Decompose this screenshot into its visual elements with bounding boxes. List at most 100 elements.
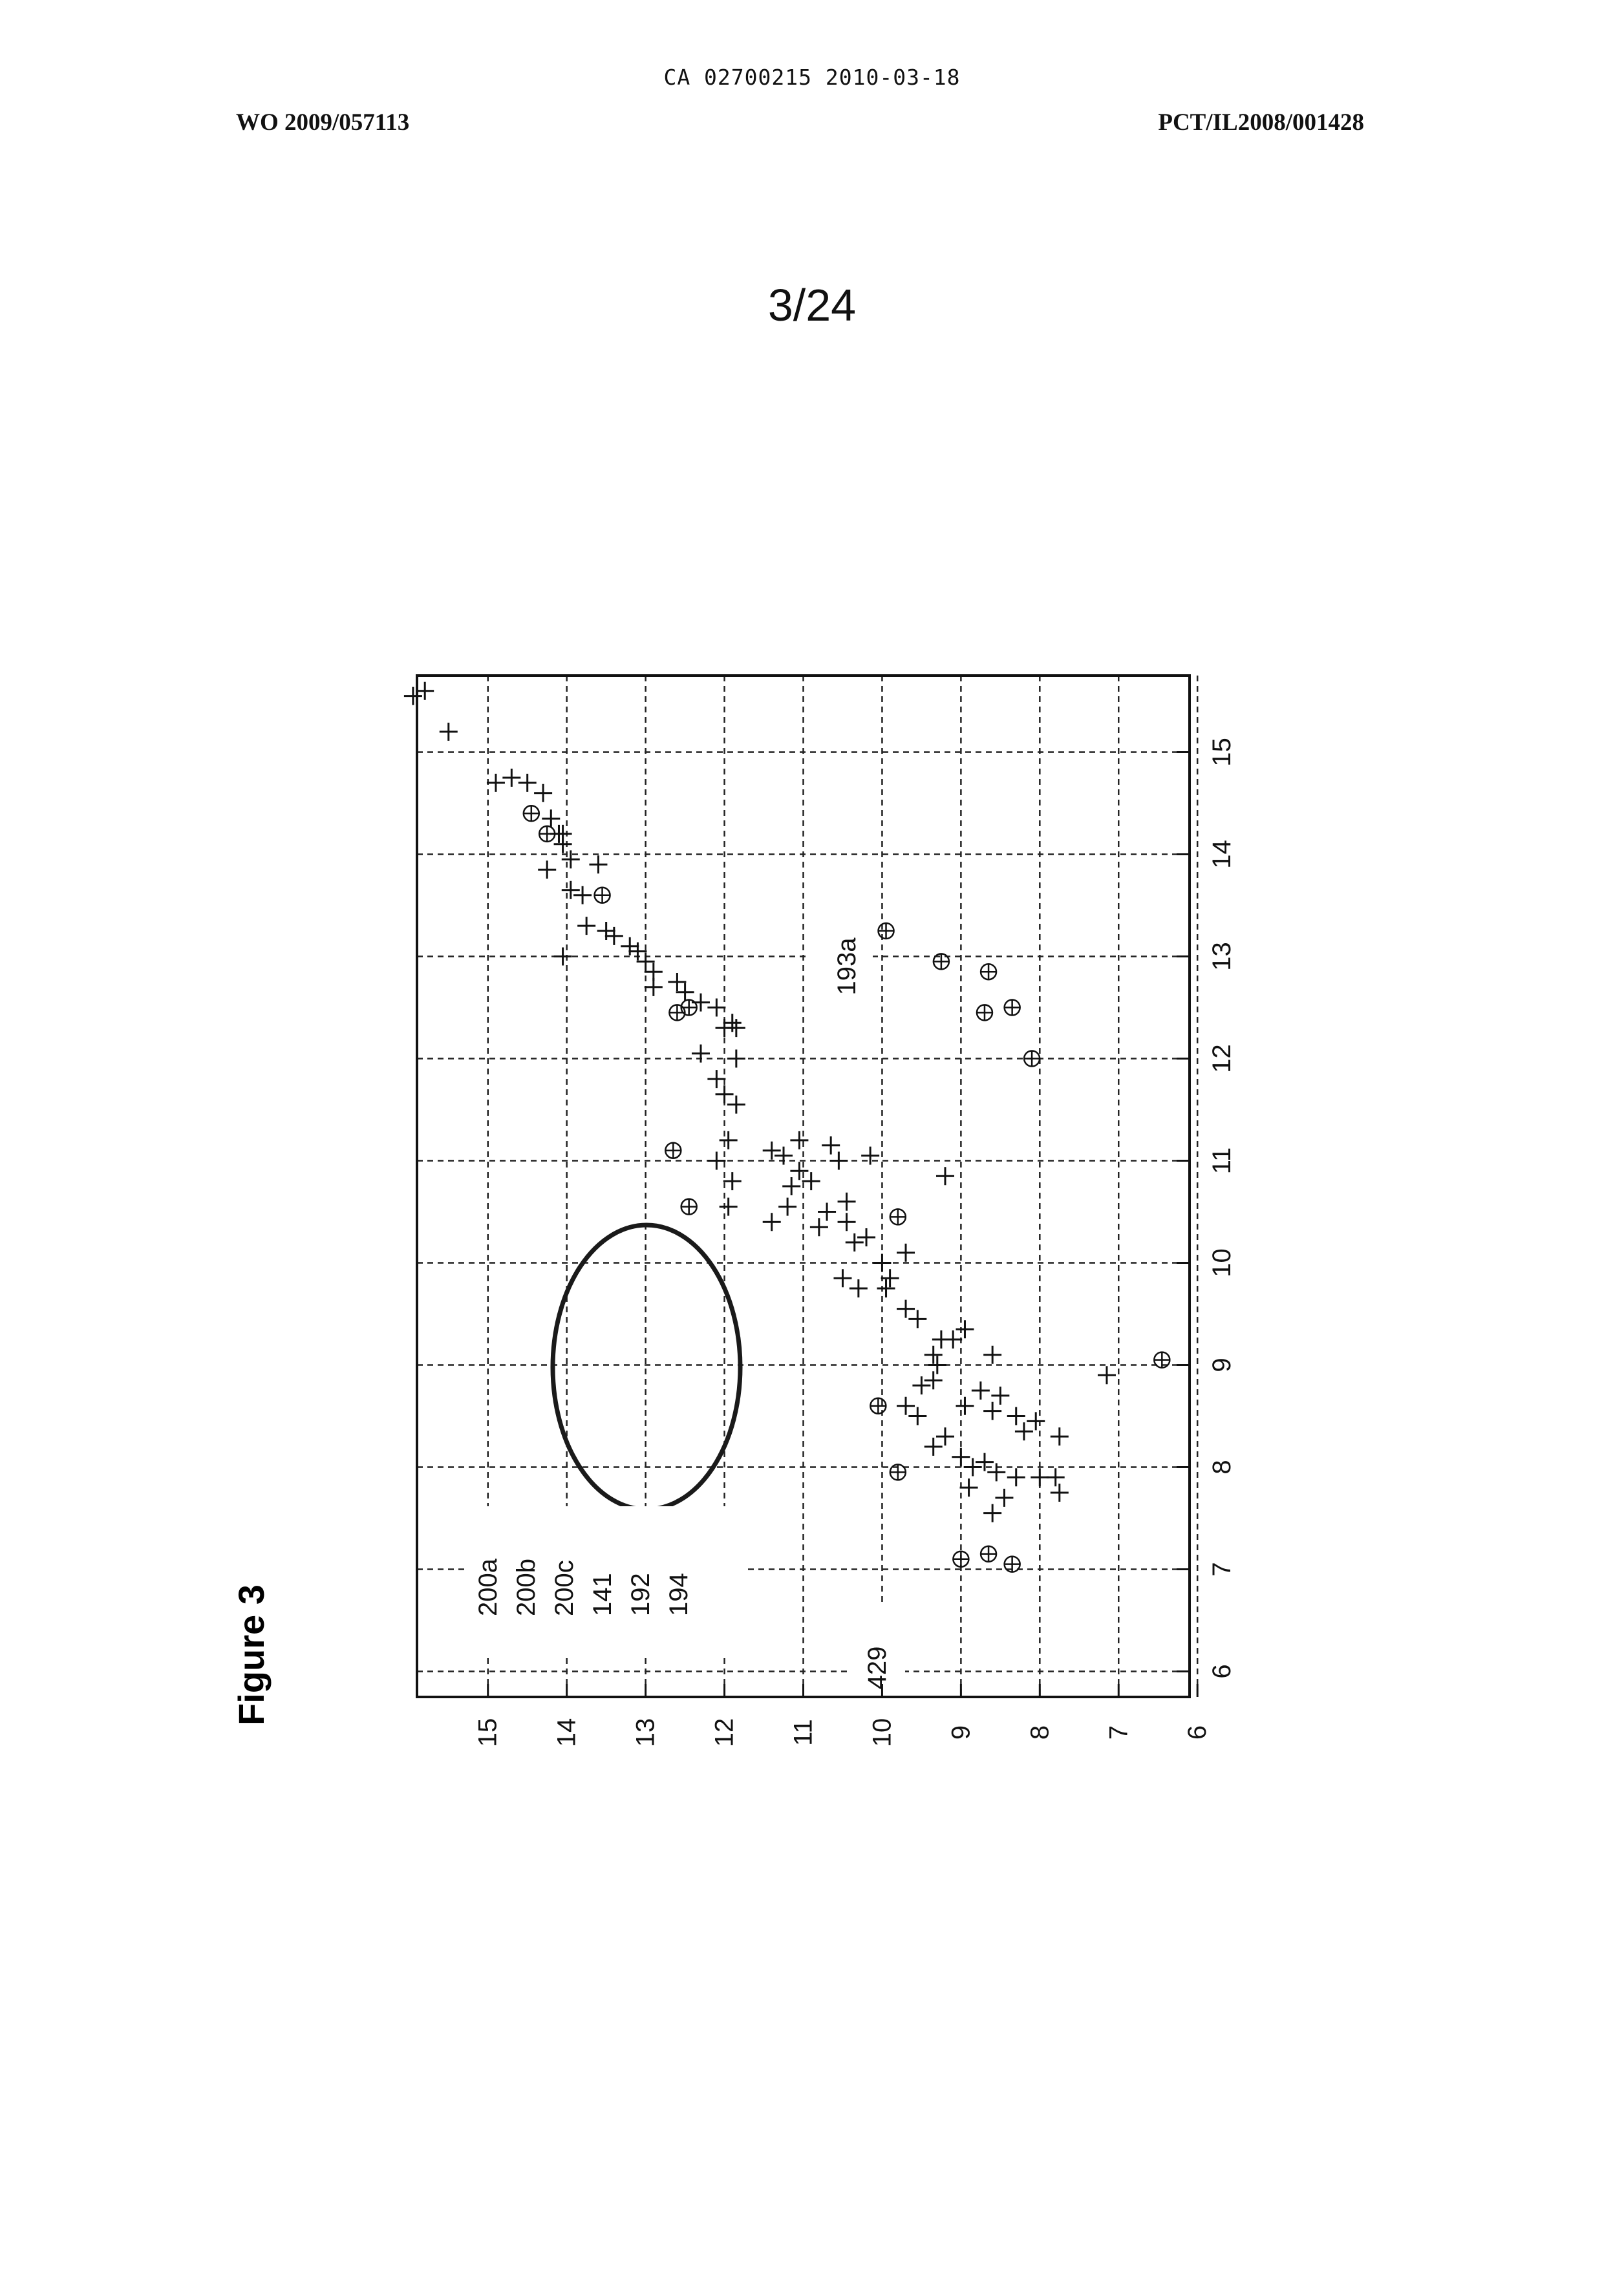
plus-marker [861, 1147, 879, 1165]
plus-marker [542, 809, 560, 827]
plus-marker [810, 1218, 828, 1236]
plus-marker [944, 1330, 962, 1349]
plus-marker [707, 1070, 725, 1088]
plus-marker [723, 1014, 742, 1032]
plus-marker [782, 1177, 800, 1195]
plus-marker [908, 1407, 926, 1425]
circle-plus-marker [1005, 1000, 1020, 1016]
plus-marker [983, 1402, 1001, 1420]
circle-plus-marker [539, 826, 555, 842]
plus-marker [924, 1346, 943, 1364]
plus-marker [1098, 1366, 1116, 1384]
circle-plus-marker [977, 1005, 992, 1020]
annotation-label: 200b [512, 1559, 540, 1616]
annotation-label: 141 [588, 1573, 617, 1616]
plus-marker [554, 825, 572, 843]
y-tick-label: 11 [789, 1719, 818, 1746]
plus-marker [838, 1213, 856, 1231]
plus-marker [936, 1427, 954, 1445]
circle-plus-marker [890, 1209, 906, 1224]
plus-marker [707, 1152, 725, 1170]
plus-marker [668, 973, 686, 991]
plus-marker [877, 1279, 895, 1297]
circle-plus-marker [524, 805, 539, 821]
plus-marker [562, 881, 580, 899]
plus-marker [534, 784, 552, 802]
plus-marker [802, 1172, 820, 1190]
plus-marker [833, 1269, 851, 1287]
plus-marker [727, 1096, 745, 1114]
plus-marker [983, 1504, 1001, 1522]
plus-marker [577, 917, 595, 935]
circle-plus-marker [981, 1546, 996, 1562]
plus-marker [562, 850, 580, 868]
sheet-number: 3/24 [0, 279, 1624, 331]
plus-marker [956, 1397, 974, 1415]
plus-marker [589, 855, 607, 873]
plus-marker [778, 1198, 796, 1216]
annotation-label: 192 [626, 1573, 655, 1616]
circle-plus-marker [879, 923, 894, 939]
plus-marker [818, 1203, 836, 1221]
circle-plus-marker [669, 1005, 685, 1020]
plus-marker [502, 769, 520, 787]
plus-marker [763, 1213, 781, 1231]
y-tick-label: 8 [1025, 1725, 1054, 1740]
plus-marker [956, 1320, 974, 1338]
plus-marker [849, 1279, 868, 1297]
plus-marker [952, 1448, 970, 1466]
y-tick-label: 13 [632, 1718, 660, 1747]
plus-marker [846, 1233, 864, 1252]
circle-plus-marker [981, 964, 996, 979]
plus-marker [707, 999, 725, 1017]
plus-marker [790, 1131, 808, 1149]
plus-marker [716, 1085, 734, 1104]
plus-marker [972, 1381, 990, 1400]
plus-marker [404, 687, 422, 705]
plus-marker [924, 1371, 943, 1389]
plus-marker [538, 860, 556, 879]
plus-marker [720, 1131, 738, 1149]
plus-marker [723, 1172, 742, 1190]
circle-plus-marker [890, 1464, 906, 1480]
plus-marker [908, 1310, 926, 1328]
plus-marker [1051, 1484, 1069, 1502]
plus-marker [897, 1397, 915, 1415]
plus-marker [727, 1050, 745, 1068]
circle-plus-marker [595, 888, 610, 903]
circle-plus-marker [1024, 1051, 1040, 1067]
circle-plus-marker [665, 1143, 681, 1158]
annotation-label: 193a [833, 937, 861, 996]
plus-marker [440, 723, 458, 741]
plus-marker [1031, 1468, 1049, 1486]
x-tick-label: 9 [1208, 1358, 1236, 1372]
plus-marker [897, 1300, 915, 1318]
x-tick-label: 12 [1208, 1044, 1236, 1073]
circle-plus-marker [681, 1199, 697, 1215]
publication-number: WO 2009/057113 [236, 109, 409, 136]
plus-marker [554, 948, 572, 966]
plus-marker [637, 952, 655, 970]
plus-marker [928, 1356, 946, 1374]
y-tick-label: 14 [553, 1718, 581, 1747]
plus-marker [881, 1269, 899, 1287]
plus-marker [1015, 1422, 1033, 1440]
circle-plus-marker [870, 1398, 886, 1414]
y-tick-label: 15 [474, 1718, 502, 1747]
circle-plus-marker [1005, 1557, 1020, 1572]
circle-plus-marker [934, 954, 949, 969]
plus-marker [936, 1167, 954, 1185]
plus-marker [416, 682, 434, 700]
y-tick-label: 10 [868, 1718, 896, 1747]
plus-marker [628, 943, 646, 961]
plus-marker [991, 1387, 1009, 1405]
application-number: PCT/IL2008/001428 [1158, 109, 1364, 136]
plus-marker [987, 1463, 1005, 1481]
x-tick-label: 10 [1208, 1248, 1236, 1277]
plus-marker [873, 1254, 891, 1272]
plus-marker [897, 1244, 915, 1262]
plus-marker [1007, 1407, 1025, 1425]
plus-marker [676, 983, 694, 1001]
document-id: CA 02700215 2010-03-18 [0, 65, 1624, 90]
plus-marker [983, 1346, 1001, 1364]
